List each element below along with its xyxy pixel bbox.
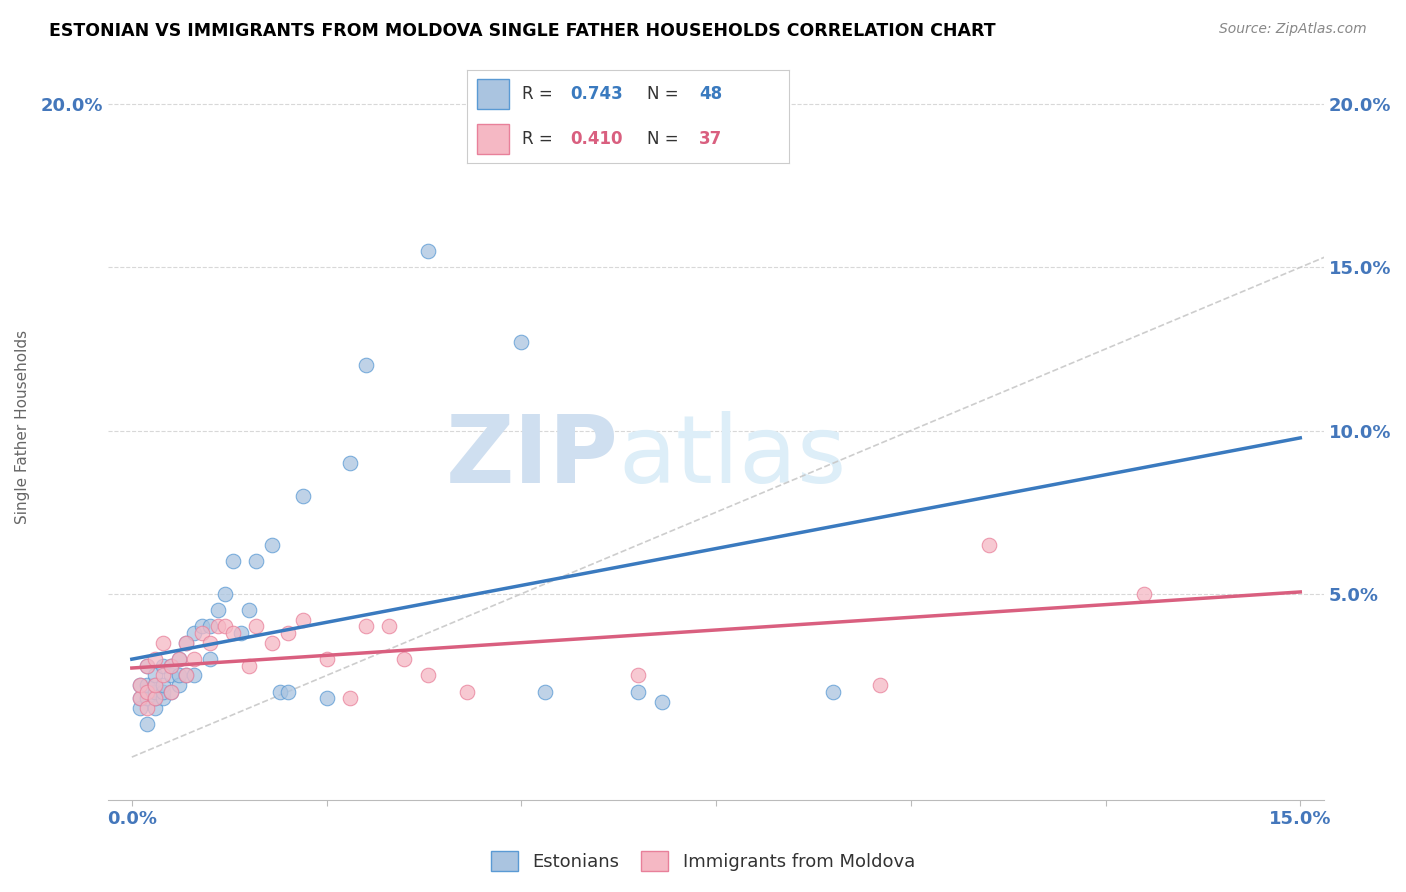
Point <box>176 636 198 650</box>
Point <box>354 359 377 373</box>
Point <box>159 685 181 699</box>
Point <box>152 678 174 692</box>
Point <box>176 668 198 682</box>
Point <box>821 685 844 699</box>
Point <box>176 636 198 650</box>
Point <box>143 678 166 692</box>
Point <box>869 678 891 692</box>
Point <box>245 554 267 568</box>
Point <box>136 717 159 731</box>
Point <box>128 691 150 706</box>
Point <box>456 685 478 699</box>
Point <box>229 626 252 640</box>
Point <box>627 668 650 682</box>
Point <box>136 701 159 715</box>
Point <box>207 603 229 617</box>
Point <box>198 652 221 666</box>
Point <box>152 636 174 650</box>
Point <box>416 244 439 258</box>
Text: ZIP: ZIP <box>446 411 619 503</box>
Point <box>143 668 166 682</box>
Point <box>260 538 283 552</box>
Point <box>159 668 181 682</box>
Point <box>143 701 166 715</box>
Point <box>128 691 150 706</box>
Point <box>245 619 267 633</box>
Point <box>128 678 150 692</box>
Text: ESTONIAN VS IMMIGRANTS FROM MOLDOVA SINGLE FATHER HOUSEHOLDS CORRELATION CHART: ESTONIAN VS IMMIGRANTS FROM MOLDOVA SING… <box>49 22 995 40</box>
Point <box>222 626 245 640</box>
Point <box>277 685 299 699</box>
Point <box>977 538 1000 552</box>
Point <box>167 652 190 666</box>
Point <box>143 691 166 706</box>
Point <box>238 658 260 673</box>
Point <box>315 691 337 706</box>
Point <box>191 626 214 640</box>
Point <box>143 678 166 692</box>
Point <box>128 678 150 692</box>
Point <box>238 603 260 617</box>
Point <box>167 652 190 666</box>
Point <box>207 619 229 633</box>
Point <box>183 668 205 682</box>
Point <box>214 619 236 633</box>
Point <box>315 652 337 666</box>
Point <box>510 335 533 350</box>
Point <box>128 701 150 715</box>
Point <box>143 685 166 699</box>
Point <box>269 685 291 699</box>
Point <box>136 658 159 673</box>
Point <box>292 489 315 503</box>
Point <box>339 691 361 706</box>
Point <box>159 658 181 673</box>
Point <box>416 668 439 682</box>
Point <box>214 587 236 601</box>
Point <box>167 668 190 682</box>
Point <box>152 685 174 699</box>
Point <box>136 685 159 699</box>
Point <box>159 658 181 673</box>
Point <box>627 685 650 699</box>
Point <box>152 668 174 682</box>
Y-axis label: Single Father Households: Single Father Households <box>15 330 30 524</box>
Point <box>354 619 377 633</box>
Point <box>339 456 361 470</box>
Point <box>378 619 401 633</box>
Point <box>143 691 166 706</box>
Point <box>1133 587 1156 601</box>
Point <box>198 636 221 650</box>
Point <box>292 613 315 627</box>
Point <box>394 652 416 666</box>
Point <box>136 658 159 673</box>
Point <box>183 652 205 666</box>
Point <box>222 554 245 568</box>
Point <box>167 678 190 692</box>
Point <box>143 652 166 666</box>
Point <box>198 619 221 633</box>
Text: atlas: atlas <box>619 411 846 503</box>
Point <box>159 685 181 699</box>
Point <box>277 626 299 640</box>
Point <box>136 691 159 706</box>
Point <box>183 626 205 640</box>
Point <box>191 619 214 633</box>
Point <box>152 691 174 706</box>
Point <box>260 636 283 650</box>
Point <box>651 695 673 709</box>
Legend: Estonians, Immigrants from Moldova: Estonians, Immigrants from Moldova <box>484 844 922 879</box>
Point <box>152 658 174 673</box>
Point <box>176 668 198 682</box>
Text: Source: ZipAtlas.com: Source: ZipAtlas.com <box>1219 22 1367 37</box>
Point <box>136 678 159 692</box>
Point <box>533 685 555 699</box>
